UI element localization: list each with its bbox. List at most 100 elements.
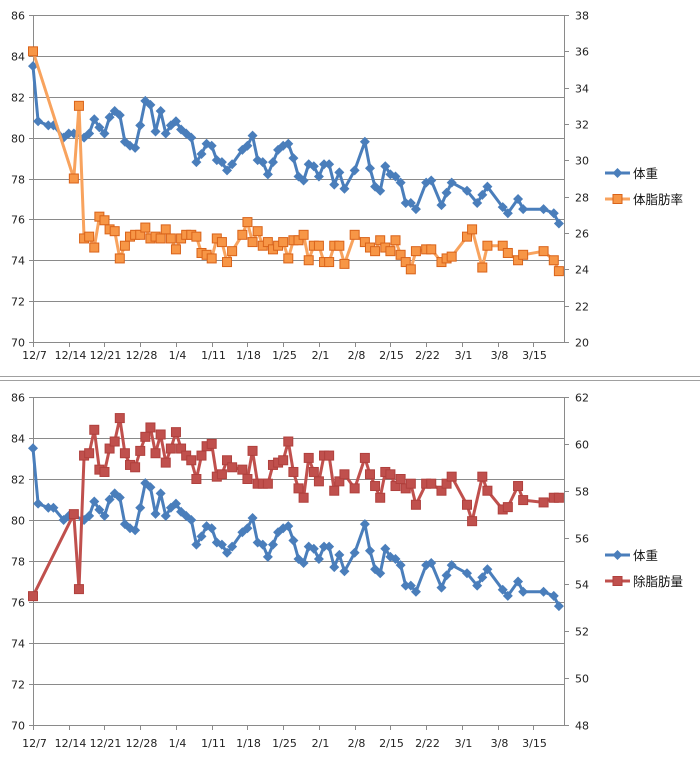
x-tick-label: 1/25 bbox=[272, 349, 297, 362]
data-point-diamond bbox=[135, 502, 146, 513]
data-point-diamond bbox=[84, 128, 95, 139]
data-point-diamond bbox=[405, 198, 416, 209]
x-tick-label: 12/28 bbox=[126, 737, 158, 750]
data-point-diamond bbox=[160, 510, 171, 521]
data-point-diamond bbox=[461, 185, 472, 196]
x-tick-label: 1/18 bbox=[236, 737, 261, 750]
data-point-square bbox=[395, 249, 406, 260]
data-point-square bbox=[186, 455, 197, 466]
data-point-diamond bbox=[502, 208, 513, 219]
data-point-diamond bbox=[329, 179, 340, 190]
data-point-diamond bbox=[339, 566, 350, 577]
data-point-square bbox=[446, 251, 457, 262]
legend-item: 体脂肪率 bbox=[605, 192, 683, 207]
legend-item: 体重 bbox=[605, 548, 658, 563]
data-point-diamond bbox=[298, 175, 309, 186]
x-tick-label: 3/15 bbox=[522, 349, 547, 362]
data-point-square bbox=[446, 471, 457, 482]
data-point-diamond bbox=[43, 502, 54, 513]
legend-label: 体脂肪率 bbox=[633, 192, 683, 207]
x-tick-label: 1/11 bbox=[201, 737, 226, 750]
data-point-square bbox=[206, 253, 217, 264]
data-point-diamond bbox=[513, 193, 524, 204]
x-tick-label: 3/8 bbox=[491, 349, 509, 362]
data-point-square bbox=[405, 264, 416, 275]
data-point-diamond bbox=[84, 510, 95, 521]
data-point-diamond bbox=[267, 539, 278, 550]
data-point-diamond bbox=[359, 519, 370, 530]
data-point-diamond bbox=[446, 560, 457, 571]
x-tick-label: 12/14 bbox=[55, 349, 87, 362]
data-point-square bbox=[334, 240, 345, 251]
data-point-diamond bbox=[313, 553, 324, 564]
data-point-square bbox=[227, 462, 238, 473]
data-point-diamond bbox=[426, 558, 437, 569]
data-point-diamond bbox=[145, 99, 156, 110]
data-point-square bbox=[385, 469, 396, 480]
data-point-square bbox=[170, 427, 181, 438]
data-point-diamond bbox=[186, 515, 197, 525]
data-point-diamond bbox=[298, 558, 309, 569]
data-point-square bbox=[68, 173, 79, 184]
data-point-square bbox=[130, 462, 141, 473]
y2-tick-label: 20 bbox=[575, 337, 589, 350]
data-point-diamond bbox=[375, 185, 386, 196]
y2-tick-label: 52 bbox=[575, 626, 589, 639]
data-point-diamond bbox=[155, 488, 166, 499]
y-tick-label: 80 bbox=[11, 515, 25, 528]
data-point-diamond bbox=[267, 157, 278, 168]
data-point-diamond bbox=[502, 590, 513, 601]
x-tick-label: 12/21 bbox=[90, 349, 122, 362]
data-point-diamond bbox=[375, 568, 386, 579]
data-point-square bbox=[436, 485, 447, 496]
data-point-diamond bbox=[390, 171, 401, 182]
data-point-diamond bbox=[227, 159, 238, 170]
y2-tick-label: 26 bbox=[575, 228, 589, 241]
data-point-square bbox=[99, 466, 110, 477]
data-point-diamond bbox=[390, 553, 401, 564]
data-point-diamond bbox=[104, 494, 115, 505]
data-point-square bbox=[135, 229, 146, 240]
data-point-square bbox=[293, 235, 304, 246]
data-point-square bbox=[191, 474, 202, 484]
data-point-diamond bbox=[89, 114, 100, 125]
data-point-diamond bbox=[283, 138, 294, 149]
legend-diamond-icon bbox=[612, 168, 623, 178]
data-point-square bbox=[324, 450, 335, 461]
series-lean-mass bbox=[28, 413, 564, 602]
y2-tick-label: 48 bbox=[575, 720, 589, 733]
y-tick-label: 78 bbox=[11, 174, 25, 187]
data-point-diamond bbox=[359, 136, 370, 147]
data-point-diamond bbox=[63, 128, 74, 139]
data-point-square bbox=[339, 469, 350, 480]
data-point-diamond bbox=[191, 539, 202, 550]
data-point-diamond bbox=[477, 572, 488, 583]
legend-item: 体重 bbox=[605, 166, 658, 181]
data-point-diamond bbox=[548, 590, 559, 601]
data-point-diamond bbox=[513, 576, 524, 587]
data-point-diamond bbox=[247, 130, 258, 141]
data-point-diamond bbox=[553, 218, 564, 229]
legend-label: 体重 bbox=[633, 548, 658, 563]
data-point-square bbox=[518, 495, 529, 506]
chart-weight-leanmass: 70 72 74 76 78 80 82 84 86 48 50 52 54 56 58 60 62 12/7 12… bbox=[11, 392, 683, 751]
data-point-square bbox=[553, 492, 564, 503]
data-point-diamond bbox=[99, 128, 110, 139]
y-tick-label: 86 bbox=[11, 10, 25, 23]
data-point-square bbox=[283, 253, 294, 264]
data-point-square bbox=[497, 240, 508, 251]
data-point-diamond bbox=[247, 512, 258, 523]
data-point-diamond bbox=[400, 580, 411, 591]
data-point-square bbox=[145, 422, 156, 433]
data-point-square bbox=[119, 240, 130, 251]
x-tick-label: 2/1 bbox=[312, 349, 330, 362]
y2-tick-label: 22 bbox=[575, 301, 589, 314]
data-point-square bbox=[410, 499, 421, 510]
data-point-diamond bbox=[364, 545, 375, 556]
data-point-square bbox=[461, 231, 472, 242]
data-point-square bbox=[160, 224, 171, 235]
data-point-square bbox=[216, 469, 227, 480]
data-point-square bbox=[339, 258, 350, 269]
data-point-square bbox=[502, 502, 513, 513]
y2-tick-label: 30 bbox=[575, 155, 589, 168]
